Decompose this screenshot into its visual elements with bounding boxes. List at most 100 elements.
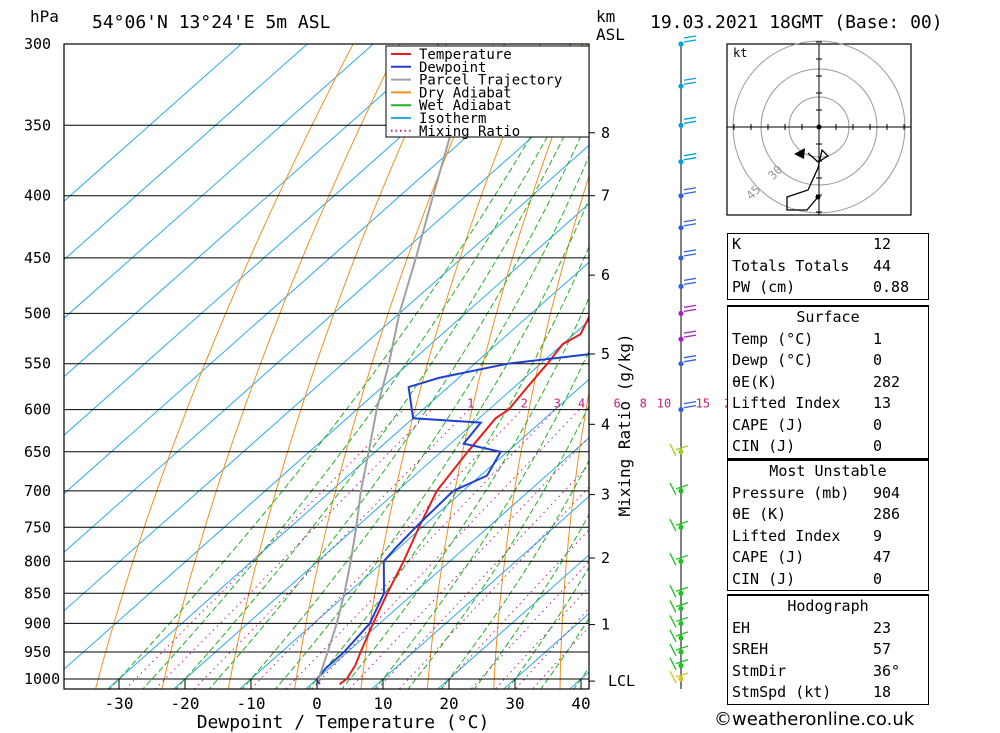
hodograph-label: StmDir <box>732 661 787 680</box>
legend-entry: Mixing Ratio <box>419 124 520 140</box>
location-title: 54°06'N 13°24'E 5m ASL <box>92 12 331 33</box>
wind-level-dot <box>678 283 684 289</box>
most-unstable-label: θE (K) <box>732 505 787 523</box>
wind-level-dot <box>678 488 684 494</box>
pressure-tick-label: 850 <box>24 584 51 602</box>
pressure-tick-label: 350 <box>24 116 51 134</box>
hodograph-row: StmSpd (kt) 18 <box>728 682 928 704</box>
wind-barb <box>669 584 677 598</box>
temperature-tick-label: -10 <box>237 694 266 713</box>
wind-barb <box>683 187 697 191</box>
index-label: Totals Totals <box>732 256 850 275</box>
wind-barb <box>669 518 677 532</box>
indices-table: K 12 Totals Totals 44 PW (cm) 0.88 <box>727 233 929 300</box>
pressure-tick-label: 700 <box>24 482 51 500</box>
profile-line-temperature <box>338 314 589 686</box>
hodograph-label: SREH <box>732 640 769 658</box>
most-unstable-label: CIN (J) <box>732 569 796 588</box>
wind-barb <box>669 657 677 670</box>
isotherm-line <box>172 320 589 689</box>
legend-entry: Wet Adiabat <box>419 98 512 114</box>
x-axis-title: Dewpoint / Temperature (°C) <box>197 712 490 733</box>
dry-adiabat-line <box>426 44 588 689</box>
pressure-tick-label: 650 <box>24 443 51 461</box>
wind-barb <box>683 304 697 309</box>
mixing-ratio-line <box>193 409 470 689</box>
surface-value: 282 <box>873 372 901 391</box>
km-unit-label: km <box>596 7 615 26</box>
wind-barb <box>683 355 697 359</box>
mixing-ratio-line <box>285 409 556 689</box>
wind-barb <box>683 157 697 161</box>
legend-entry: Temperature <box>419 47 512 63</box>
legend-box <box>385 45 590 138</box>
temperature-tick-label: -20 <box>171 694 200 713</box>
wind-level-dot <box>678 649 684 655</box>
wind-level-dot <box>678 83 684 89</box>
isotherm-line <box>64 44 441 378</box>
plot-frame <box>63 43 590 690</box>
surface-row: CAPE (J) 0 <box>728 415 928 437</box>
surface-value: 13 <box>873 394 892 412</box>
most-unstable-value: 286 <box>873 505 901 523</box>
storm-motion-arrow-icon <box>794 148 805 159</box>
wind-level-dot <box>678 255 684 261</box>
isotherm-line <box>64 203 589 670</box>
isobars <box>64 43 589 680</box>
profile-line-parcel-trajectory <box>316 61 474 682</box>
footer-credit[interactable]: ©weatheronline.co.uk <box>714 709 915 730</box>
surface-row: Temp (°C) 1 <box>728 329 928 351</box>
most-unstable-label: Pressure (mb) <box>732 483 850 502</box>
wind-barb <box>669 553 677 566</box>
surface-label: Dewp (°C) <box>732 351 814 369</box>
wet-adiabat-line <box>506 566 589 689</box>
pressure-tick-label: 950 <box>24 643 51 661</box>
asl-unit-label: ASL <box>596 25 625 44</box>
most-unstable-table: Most Unstable Pressure (mb) 904 θE (K) 286 L… <box>727 459 929 591</box>
height-tick-label: 8 <box>601 124 610 142</box>
wind-barb <box>683 253 697 257</box>
hodograph-title: Hodograph <box>728 595 928 618</box>
legend-entry: Dewpoint <box>419 60 486 76</box>
hodograph-row: StmDir 36° <box>728 661 928 683</box>
wind-barb <box>675 586 689 592</box>
mixing-ratio-line <box>494 586 589 689</box>
wind-barb <box>675 659 689 665</box>
height-tick-label: 2 <box>601 549 610 567</box>
wind-barb <box>683 334 697 338</box>
legend-entry: Parcel Trajectory <box>419 73 562 89</box>
surface-row: θE(K) 282 <box>728 372 928 394</box>
mixing-ratio-line <box>310 409 580 689</box>
wind-level-dot <box>678 122 684 128</box>
isotherm-line <box>64 44 309 261</box>
temperature-tick-label: 20 <box>439 694 458 713</box>
wind-barb <box>675 445 689 451</box>
surface-row: Dewp (°C) 0 <box>728 350 928 372</box>
temperature-tick-label: 0 <box>312 694 322 713</box>
legend-entry: Dry Adiabat <box>419 85 512 101</box>
dry-adiabat-line <box>493 174 589 689</box>
most-unstable-label: Lifted Index <box>732 526 841 545</box>
index-row: K 12 <box>728 234 928 256</box>
surface-row: Lifted Index 13 <box>728 393 928 415</box>
wind-barb <box>683 308 697 313</box>
wind-barb <box>675 672 689 678</box>
wind-level-dot <box>678 193 684 199</box>
wind-level-dot <box>678 605 684 612</box>
surface-title: Surface <box>728 306 928 329</box>
isotherm-line <box>64 44 375 319</box>
most-unstable-row: CAPE (J) 47 <box>728 547 928 569</box>
mixing-ratio-line <box>531 626 589 689</box>
datetime-title: 19.03.2021 18GMT (Base: 00) <box>650 12 943 33</box>
hodograph-row: SREH 57 <box>728 639 928 661</box>
height-tick-label: 4 <box>601 415 610 433</box>
index-value: 0.88 <box>873 278 910 296</box>
isotherm-line <box>436 554 589 689</box>
wet-adiabat-line <box>108 44 584 689</box>
hodograph-row: EH 23 <box>728 618 928 640</box>
index-label: K <box>732 235 742 253</box>
wind-level-dot <box>678 41 684 47</box>
